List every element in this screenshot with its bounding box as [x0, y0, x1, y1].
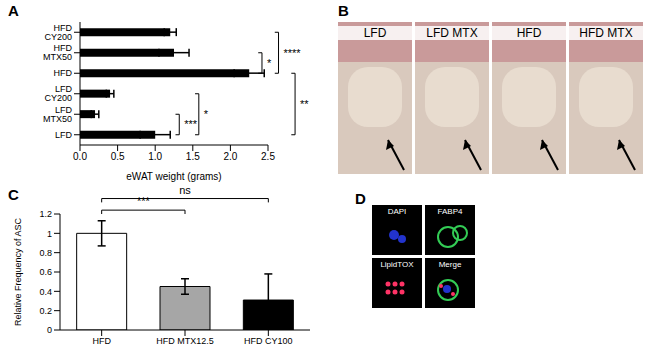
- svg-text:HFD CY100: HFD CY100: [244, 336, 293, 346]
- svg-text:**: **: [300, 98, 309, 110]
- html-text:FABP4: FABP4: [437, 207, 463, 216]
- html-text:LFD MTX: LFD MTX: [426, 26, 478, 40]
- svg-text:HFD MTX12.5: HFD MTX12.5: [156, 336, 214, 346]
- html-text:DAPI: DAPI: [387, 207, 407, 216]
- svg-text:*: *: [267, 57, 272, 69]
- html-text:D: D: [355, 190, 366, 207]
- svg-text:2.5: 2.5: [261, 151, 275, 162]
- svg-text:***: ***: [137, 195, 151, 207]
- svg-text:2.0: 2.0: [223, 151, 237, 162]
- svg-text:0.2: 0.2: [39, 306, 52, 316]
- svg-text:HFDCY200: HFDCY200: [44, 23, 72, 42]
- svg-text:*: *: [204, 108, 209, 120]
- svg-text:0.0: 0.0: [73, 151, 87, 162]
- svg-text:HFDMTX50: HFDMTX50: [43, 43, 73, 62]
- svg-text:LFD: LFD: [55, 130, 73, 140]
- svg-text:***: ***: [184, 118, 198, 130]
- svg-text:1.0: 1.0: [148, 151, 162, 162]
- svg-text:LFDCY200: LFDCY200: [44, 84, 72, 103]
- svg-text:1: 1: [47, 229, 52, 239]
- svg-text:0.4: 0.4: [39, 287, 52, 297]
- svg-text:Relative Frequency of ASC: Relative Frequency of ASC: [13, 217, 23, 326]
- svg-text:****: ****: [284, 47, 302, 59]
- svg-text:HFD: HFD: [54, 68, 73, 78]
- svg-text:ns: ns: [179, 184, 191, 196]
- svg-text:1.2: 1.2: [39, 209, 52, 219]
- html-text:A: A: [8, 2, 19, 19]
- svg-text:0.6: 0.6: [39, 267, 52, 277]
- svg-text:LFDMTX50: LFDMTX50: [43, 105, 73, 124]
- html-text:HFD: HFD: [516, 26, 542, 40]
- svg-text:1.5: 1.5: [186, 151, 200, 162]
- html-text:HFD MTX: HFD MTX: [579, 26, 633, 40]
- svg-text:0.5: 0.5: [111, 151, 125, 162]
- html-text:LFD: LFD: [363, 26, 387, 40]
- html-text:B: B: [338, 2, 349, 19]
- html-text:Merge: Merge: [438, 260, 462, 269]
- svg-text:HFD: HFD: [92, 336, 111, 346]
- svg-text:0: 0: [47, 325, 52, 335]
- svg-text:0.8: 0.8: [39, 248, 52, 258]
- html-text:LipidTOX: LipidTOX: [380, 260, 414, 269]
- svg-text:eWAT weight (grams): eWAT weight (grams): [126, 171, 221, 182]
- html-text:C: C: [8, 186, 19, 203]
